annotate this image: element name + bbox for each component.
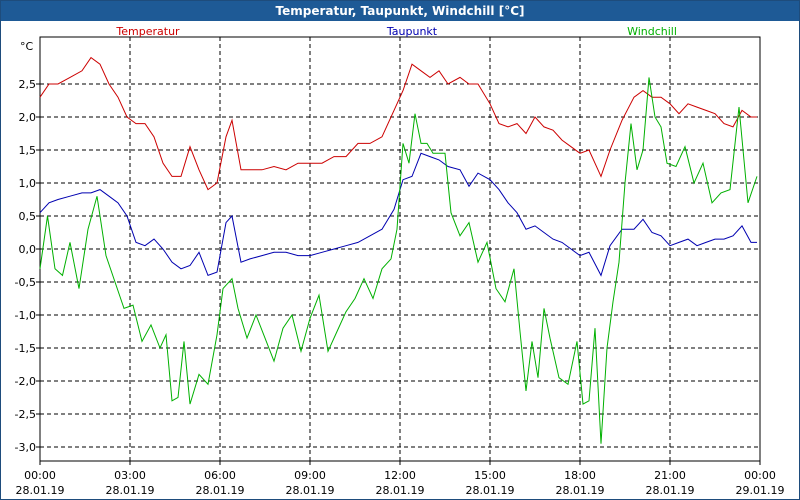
- x-axis-ticks: 00:00 28.01.19 03:00 28.01.19 06:00 28.01.19 0…: [16, 461, 785, 497]
- x-tick-date-label: 29.01.19: [736, 484, 785, 497]
- x-tick-time-label: 00:00: [24, 469, 56, 482]
- x-tick-date-label: 28.01.19: [106, 484, 155, 497]
- x-tick-time-label: 21:00: [654, 469, 686, 482]
- x-tick-date-label: 28.01.19: [466, 484, 515, 497]
- legend-taupunkt: Taupunkt: [386, 25, 438, 38]
- y-tick-label: 2,5: [19, 78, 37, 91]
- x-tick-date-label: 28.01.19: [646, 484, 695, 497]
- grid: [40, 37, 760, 461]
- y-axis-unit-label: °C: [20, 40, 34, 53]
- chart-title: Temperatur, Taupunkt, Windchill [°C]: [1, 1, 799, 21]
- x-tick-time-label: 03:00: [114, 469, 146, 482]
- x-tick-time-label: 06:00: [204, 469, 236, 482]
- series-line-taupunkt: [39, 152, 757, 277]
- series-lines: [39, 56, 758, 444]
- y-tick-label: -1,5: [15, 342, 36, 355]
- series-line-windchill: [39, 77, 758, 444]
- y-tick-label: 0,5: [19, 210, 37, 223]
- y-tick-label: -1,0: [15, 309, 36, 322]
- x-tick-time-label: 18:00: [564, 469, 596, 482]
- x-tick-time-label: 00:00: [744, 469, 776, 482]
- y-tick-label: 1,5: [19, 144, 37, 157]
- y-tick-label: -3,0: [15, 441, 36, 454]
- y-tick-label: -0,5: [15, 276, 36, 289]
- x-tick-date-label: 28.01.19: [196, 484, 245, 497]
- x-tick-time-label: 09:00: [294, 469, 326, 482]
- series-line-temperatur: [39, 56, 757, 191]
- y-tick-label: 2,0: [19, 111, 37, 124]
- x-tick-date-label: 28.01.19: [16, 484, 65, 497]
- x-tick-time-label: 15:00: [474, 469, 506, 482]
- x-tick-time-label: 12:00: [384, 469, 416, 482]
- y-tick-label: 1,0: [19, 177, 37, 190]
- legend-windchill: Windchill: [627, 25, 677, 38]
- legend: Temperatur Taupunkt Windchill: [115, 25, 677, 38]
- legend-temperatur: Temperatur: [115, 25, 180, 38]
- y-tick-label: -2,0: [15, 375, 36, 388]
- y-axis-ticks: 2,5 2,0 1,5 1,0 0,5 0,0 -0,5 -1,0 -1,5 -2,0 -2,5 -3…: [15, 78, 40, 454]
- y-tick-label: -2,5: [15, 408, 36, 421]
- y-tick-label: 0,0: [19, 243, 37, 256]
- x-tick-date-label: 28.01.19: [376, 484, 425, 497]
- x-tick-date-label: 28.01.19: [286, 484, 335, 497]
- x-tick-date-label: 28.01.19: [556, 484, 605, 497]
